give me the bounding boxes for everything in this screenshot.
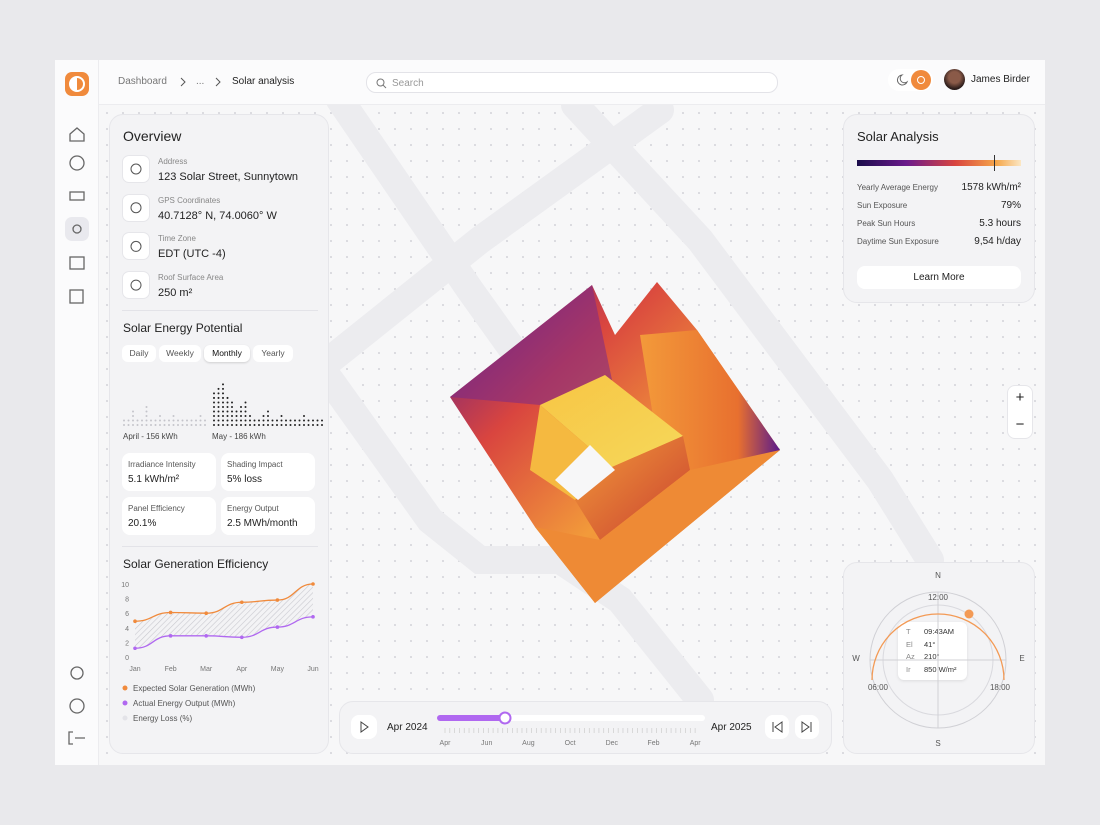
row-label: Yearly Average Energy [857,183,938,192]
readout-value: 09:43AM [924,627,955,636]
timeline-panel [339,701,832,754]
item-label: Address [158,157,188,166]
item-icon [122,193,150,222]
readout-key: T [906,627,911,636]
tab[interactable]: Yearly [253,345,293,362]
tab[interactable]: Weekly [159,345,201,362]
metric-card [122,453,216,491]
row-value: 1578 kWh/m² [961,182,1021,193]
metric-value: 5.1 kWh/m² [128,474,180,485]
divider [122,546,318,547]
row-label: Peak Sun Hours [857,219,916,228]
metric-label: Shading Impact [227,460,283,469]
item-label: Roof Surface Area [158,273,224,283]
breadcrumb-chevrons [180,77,221,87]
metric-card [221,497,315,535]
item-icon [122,232,150,261]
gradient-marker [994,155,995,171]
zoom-out[interactable]: − [1015,416,1025,433]
may-label: May - 186 kWh [212,432,266,441]
timeline-end: Apr 2025 [711,722,752,733]
metric-label: Energy Output [227,504,279,513]
overview-title: Overview [123,128,182,144]
learn-more-button[interactable]: Learn More [857,266,1021,289]
breadcrumb-item[interactable]: Dashboard [118,76,167,87]
sidebar [55,60,99,765]
divider [122,310,318,311]
skip-forward[interactable] [795,715,819,739]
item-label: Time Zone [158,234,196,244]
roads [316,86,944,714]
breadcrumb-current: Solar analysis [232,76,295,87]
row-value: 5.3 hours [979,218,1021,229]
row-value: 9,54 h/day [974,236,1021,247]
section-title: Solar Energy Potential [123,321,243,335]
section-title: Solar Generation Efficiency [123,557,269,571]
item-icon [122,271,150,300]
april-label: April - 156 kWh [123,432,178,441]
building [450,282,780,603]
readout-key: Ir [906,664,911,674]
item-value: EDT (UTC -4) [158,248,226,261]
item-value: 250 m² [158,287,193,300]
map-canvas [316,86,944,714]
logo[interactable] [65,72,89,96]
tab[interactable]: Monthly [204,345,250,362]
readout-key: El [906,639,913,649]
metric-card [122,497,216,535]
avatar[interactable] [944,69,965,90]
tab[interactable]: Daily [122,345,156,362]
item-value: 40.7128° N, 74.0060° W [158,209,277,222]
metric-label: Irradiance Intensity [128,460,196,469]
readout-key: Az [906,652,915,661]
timeline-start: Apr 2024 [387,722,428,733]
breadcrumb-item[interactable]: ... [196,76,205,87]
row-label: Daytime Sun Exposure [857,237,939,246]
item-icon [122,155,150,183]
nav-icons[interactable] [55,110,99,760]
zoom-controls: + − [1007,385,1033,439]
metric-value: 5% loss [227,474,263,485]
search-box[interactable]: Search [366,72,778,93]
row-value: 79% [1000,200,1021,211]
theme-toggle[interactable] [888,69,933,91]
metric-value: 2.5 MWh/month [227,518,298,529]
search-placeholder: Search [392,78,424,89]
readout-value: 210° [924,652,940,661]
item-label: GPS Coordinates [158,195,221,205]
metric-value: 20.1% [128,518,157,529]
row-label: Sun Exposure [857,201,908,210]
readout-value: 850 W/m² [924,664,957,674]
skip-back[interactable] [765,715,789,739]
metric-card [221,453,315,491]
readout-value: 41° [924,639,936,649]
annotation: 84% [231,613,253,625]
user-name: James Birder [971,74,1030,85]
metric-label: Panel Efficiency [128,504,185,513]
irradiance-gradient [857,160,1021,166]
item-value: 123 Solar Street, Sunnytown [158,171,299,183]
zoom-in[interactable]: + [1015,389,1025,406]
top-bar [99,60,1045,105]
play-button[interactable] [351,715,377,739]
panel-title: Solar Analysis [857,129,939,144]
